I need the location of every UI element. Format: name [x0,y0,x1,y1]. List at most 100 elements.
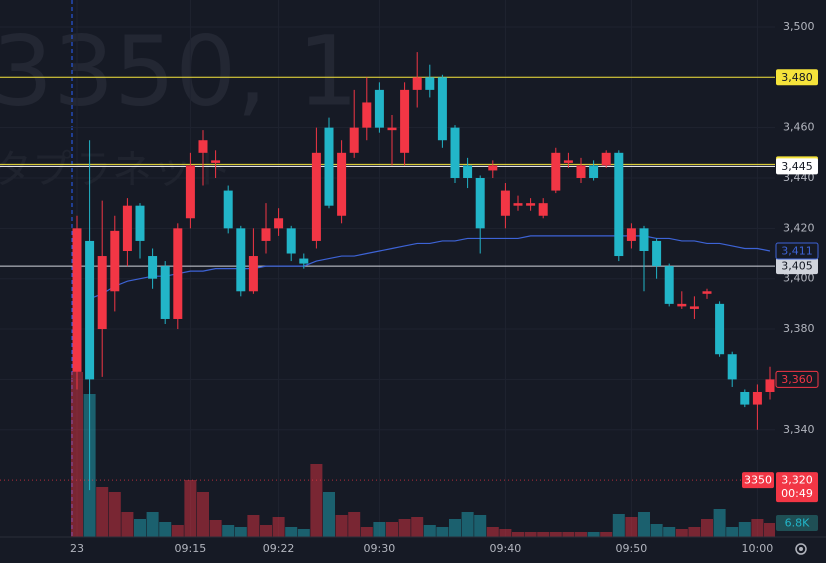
volume-bar [71,372,83,537]
y-tick-label: 3,380 [783,322,815,335]
volume-bar [386,522,398,537]
volume-bar [764,523,776,537]
candle-body [97,256,107,330]
volume-bar [600,532,613,537]
volume-bar [373,522,386,537]
candle-body [652,240,662,267]
volume-bar [587,532,600,537]
volume-bar [159,522,172,537]
vwap-label-box [775,242,819,260]
alert-countdown: 00:49 [781,487,813,500]
symbol-box [742,472,774,489]
volume-bar [625,517,638,537]
candle-body [223,190,233,229]
candle-body [551,152,561,191]
candle-body [563,160,573,163]
watermark: 3350, 1 [0,15,358,127]
volume-bar [310,464,323,537]
volume-bar [713,509,726,537]
watermark-name: タプラネット [0,147,232,193]
volume-bar [612,514,625,537]
candle-body [727,354,737,380]
volume-bar [638,512,650,537]
settings-icon[interactable] [795,543,807,555]
volume-bar [701,519,713,537]
volume-bar [272,517,285,537]
candle-body [387,127,397,131]
volume-bar [108,492,121,537]
candle-body [198,140,208,153]
volume-label: 6.8K [785,517,810,530]
y-tick-label: 3,340 [783,423,815,436]
volume-bar [688,527,701,537]
volume-bar [411,517,424,537]
candle-body [500,190,510,216]
level-label-box [776,69,818,86]
volume-bar [562,532,575,537]
x-tick-label: 09:50 [616,542,648,555]
volume-bar [121,512,134,537]
alert-label: 3,320 [781,474,813,487]
x-tick-label: 23 [70,542,84,555]
candle-body [664,266,674,304]
volume-bar [663,527,676,537]
x-tick-label: 10:00 [742,542,774,555]
volume-bar [449,519,461,537]
volume-bar [524,532,537,537]
volume-bar [726,527,739,537]
candle-body [463,165,473,178]
x-tick-label: 09:15 [175,542,207,555]
last-price-label: 3,360 [781,373,813,386]
candle-body [135,205,145,241]
volume-bar [285,527,298,537]
level-label: 3,405 [781,260,813,273]
volume-bar [474,515,487,537]
candle-body [626,228,636,241]
candle-body [362,102,372,128]
candle-body [412,77,422,90]
candle-body [475,177,485,229]
candle-body [589,165,599,178]
candle-body [324,127,334,206]
candle-body [639,228,649,252]
volume-bar [738,522,751,537]
volume-bar [134,519,146,537]
volume-bar [512,532,524,537]
candle-body [488,165,498,171]
y-tick-label: 3,500 [783,20,815,33]
volume-bar [222,525,235,537]
volume-bar [335,515,348,537]
candle-body [513,203,523,206]
candle-body [400,89,410,153]
candle-body [702,291,712,294]
volume-bar [171,525,184,537]
volume-bar [675,529,688,537]
volume-bar [209,520,222,537]
candle-body [122,205,132,252]
candle-body [261,228,271,241]
candle-body [299,258,309,264]
volume-bar [461,512,474,537]
candle-body [437,77,447,141]
volume-bar [360,527,373,537]
volume-bar [549,532,562,537]
candle-body [689,306,699,309]
candle-body [72,228,82,372]
volume-bar [234,527,247,537]
candle-body [274,218,284,229]
volume-bar [575,532,587,537]
level-label-box [776,258,818,275]
volume-bar [197,492,209,537]
candle-body [677,303,687,307]
x-tick-label: 09:22 [263,542,295,555]
candle-body [185,165,195,219]
volume-bar [650,524,663,537]
candle-body [765,379,775,392]
candle-body [337,152,347,216]
volume-bar [751,519,764,537]
candle-body [148,256,158,279]
volume-label-box [776,515,818,532]
volume-bar [260,525,272,537]
volume-bar [146,512,159,537]
